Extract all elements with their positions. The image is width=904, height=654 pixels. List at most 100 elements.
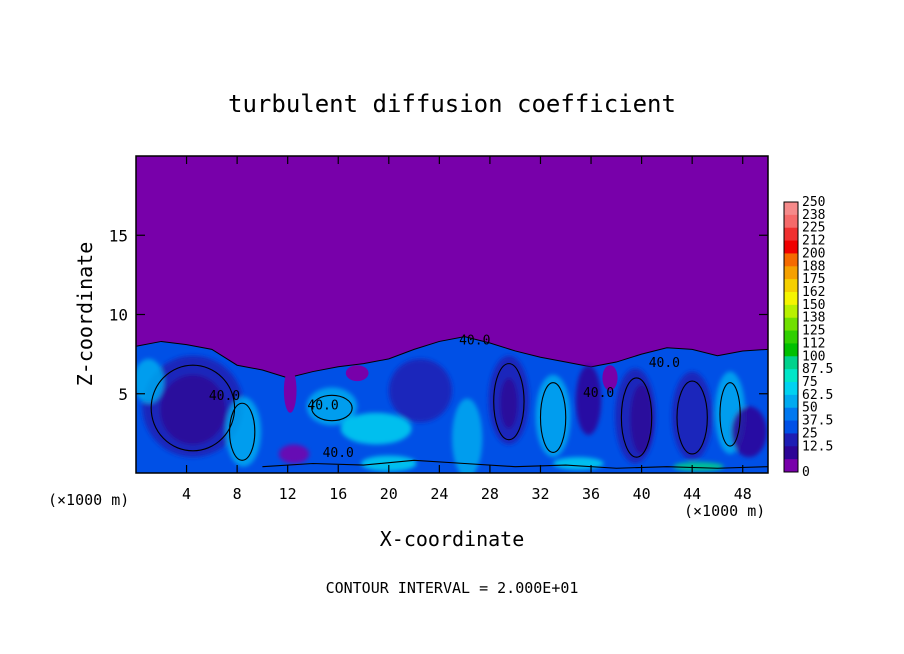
colorbar-swatch xyxy=(784,382,798,396)
contour-interval-note: CONTOUR INTERVAL = 2.000E+01 xyxy=(326,579,579,597)
x-tick-label: 28 xyxy=(481,485,499,503)
field-feature xyxy=(671,371,713,461)
contour-labels: 40.0 40.0 40.0 40.0 40.0 40.0 xyxy=(209,334,680,462)
colorbar-label: 200 xyxy=(802,246,825,261)
x-tick-label: 24 xyxy=(430,485,448,503)
field-feature xyxy=(306,387,358,426)
field-feature xyxy=(535,374,571,458)
chart-title: turbulent diffusion coefficient xyxy=(228,90,676,118)
field-feature xyxy=(452,398,483,473)
contour-line xyxy=(620,377,653,458)
contour-label: 40.0 xyxy=(209,389,240,404)
colorbar-label: 250 xyxy=(802,195,825,210)
colorbar-swatch xyxy=(784,394,798,409)
y-axis-ticks: 5 10 15 xyxy=(109,226,768,404)
colorbar-swatch xyxy=(784,304,798,319)
x-tick-label: 40 xyxy=(633,485,651,503)
x-axis-ticks: 4 8 12 16 20 24 28 32 36 40 44 48 xyxy=(182,156,752,503)
colorbar-label: 212 xyxy=(802,234,825,249)
colorbar: 2502382252122001881751621501381251121008… xyxy=(783,195,833,480)
plot-area: 40.040.040.040.040.0 40.0 4 8 12 16 20 24 28 32 3… xyxy=(109,155,769,503)
contour-line xyxy=(719,382,741,447)
colorbar-swatch xyxy=(784,253,798,267)
x-tick-label: 48 xyxy=(734,485,752,503)
field-feature xyxy=(283,368,297,413)
contour-line xyxy=(262,459,768,469)
contour-label: 40.0 xyxy=(583,386,614,401)
colorbar-swatch xyxy=(784,407,798,422)
y-tick-label: 5 xyxy=(118,385,128,404)
y-tick-label: 15 xyxy=(109,226,128,245)
x-tick-label: 32 xyxy=(531,485,549,503)
contour-line xyxy=(311,394,353,422)
field-feature xyxy=(160,374,226,445)
colorbar-label: 37.5 xyxy=(802,414,833,429)
colorbar-label: 50 xyxy=(802,401,818,416)
colorbar-swatch xyxy=(784,317,798,332)
x-tick-label: 16 xyxy=(329,485,347,503)
contour-line xyxy=(228,402,256,461)
contour-label: 40.0 xyxy=(323,446,354,461)
colorbar-label: 75 xyxy=(802,375,818,390)
contour-label: 40.0 xyxy=(649,356,680,371)
colorbar-swatch xyxy=(784,446,798,460)
colorbar-swatch xyxy=(784,356,798,370)
field-feature xyxy=(630,384,653,454)
colorbar-swatch xyxy=(784,214,798,229)
field-feature xyxy=(360,455,417,472)
colorbar-swatch xyxy=(784,330,798,344)
x-tick-label: 20 xyxy=(380,485,398,503)
colorbar-swatch xyxy=(784,266,798,280)
colorbar-swatch xyxy=(784,279,798,293)
colorbar-label: 150 xyxy=(802,298,825,313)
field-feature xyxy=(340,412,412,445)
colorbar-label: 125 xyxy=(802,324,825,339)
contour-line xyxy=(493,363,525,441)
x-tick-label: 8 xyxy=(233,485,242,503)
colorbar-label: 225 xyxy=(802,221,825,236)
x-unit-left: (×1000 m) xyxy=(48,491,129,509)
colorbar-label: 188 xyxy=(802,259,825,274)
colorbar-swatch xyxy=(784,202,798,216)
x-tick-label: 36 xyxy=(582,485,600,503)
x-tick-label: 44 xyxy=(683,485,701,503)
field-feature xyxy=(225,396,262,467)
field-feature xyxy=(136,358,164,404)
colorbar-swatch xyxy=(784,292,798,306)
colorbar-swatch xyxy=(784,343,798,357)
field-feature xyxy=(673,461,724,472)
colorbar-label: 100 xyxy=(802,349,825,364)
contour-label: 40.0 xyxy=(459,334,490,349)
field-feature xyxy=(388,358,452,423)
colorbar-swatch xyxy=(784,227,798,242)
colorbar-label: 112 xyxy=(802,336,825,351)
field-feature xyxy=(602,365,618,391)
x-unit-right: (×1000 m) xyxy=(684,502,765,520)
colorbar-swatch xyxy=(784,459,798,473)
colorbar-swatch xyxy=(784,433,798,447)
colorbar-label: 138 xyxy=(802,311,825,326)
field-feature xyxy=(731,406,767,458)
colorbar-label: 238 xyxy=(802,208,825,223)
y-tick-label: 10 xyxy=(109,306,128,325)
field-feature xyxy=(278,444,310,464)
field-feature xyxy=(345,365,369,382)
colorbar-label: 0 xyxy=(802,465,810,480)
colorbar-label: 162 xyxy=(802,285,825,300)
field-feature xyxy=(575,365,602,435)
x-axis-label: X-coordinate xyxy=(380,527,525,551)
colorbar-label: 25 xyxy=(802,426,818,441)
contour-label: 40.0 xyxy=(307,399,338,414)
colorbar-swatch xyxy=(784,240,798,254)
colorbar-swatch xyxy=(784,420,798,434)
y-axis-label: Z-coordinate xyxy=(73,242,97,387)
colorbar-label: 62.5 xyxy=(802,388,833,403)
x-tick-label: 4 xyxy=(182,485,191,503)
colorbar-frame xyxy=(783,201,799,473)
contour-line xyxy=(539,382,567,453)
colorbar-label: 12.5 xyxy=(802,439,833,454)
contour-lines xyxy=(150,363,768,469)
x-tick-label: 12 xyxy=(279,485,297,503)
contour-line xyxy=(676,380,708,455)
